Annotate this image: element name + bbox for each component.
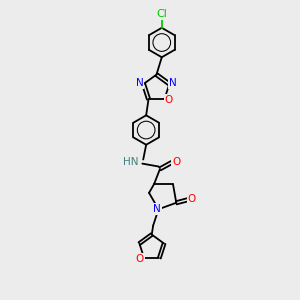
Text: Cl: Cl [156, 9, 167, 19]
Text: HN: HN [123, 158, 138, 167]
Text: O: O [172, 158, 180, 167]
Text: O: O [136, 254, 144, 264]
Text: N: N [136, 78, 144, 88]
Text: N: N [153, 204, 161, 214]
Text: O: O [188, 194, 196, 204]
Text: N: N [169, 78, 177, 88]
Text: O: O [165, 95, 173, 105]
